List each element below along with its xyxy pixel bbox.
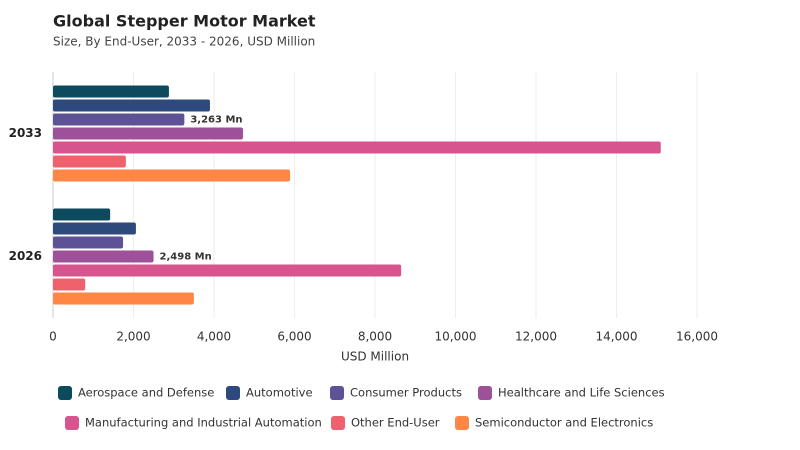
bar xyxy=(53,264,402,277)
bar xyxy=(53,222,136,235)
y-tick-label: 2026 xyxy=(9,249,42,263)
legend-label: Semiconductor and Electronics xyxy=(475,416,653,430)
chart-title: Global Stepper Motor Market xyxy=(53,12,316,31)
x-tick-label: 2,000 xyxy=(116,330,150,344)
legend-label: Healthcare and Life Sciences xyxy=(498,386,665,400)
bar xyxy=(53,292,194,305)
chart-subtitle: Size, By End-User, 2033 - 2026, USD Mill… xyxy=(53,35,315,49)
legend-label: Consumer Products xyxy=(350,386,462,400)
bar xyxy=(53,127,243,140)
bar xyxy=(53,85,169,98)
x-tick-label: 16,000 xyxy=(676,330,718,344)
x-tick-label: 12,000 xyxy=(515,330,557,344)
bar xyxy=(53,141,661,154)
legend-swatch xyxy=(330,386,344,400)
x-tick-label: 14,000 xyxy=(596,330,638,344)
bar xyxy=(53,208,111,221)
legend-label: Aerospace and Defense xyxy=(78,386,214,400)
x-tick-label: 8,000 xyxy=(358,330,392,344)
legend-swatch xyxy=(478,386,492,400)
x-tick-label: 4,000 xyxy=(197,330,231,344)
legend-label: Automotive xyxy=(246,386,313,400)
legend-label: Other End-User xyxy=(351,416,440,430)
legend-label: Manufacturing and Industrial Automation xyxy=(85,416,322,430)
bar xyxy=(53,99,210,112)
legend-swatch xyxy=(331,416,345,430)
y-tick-label: 2033 xyxy=(9,126,42,140)
legend-swatch xyxy=(65,416,79,430)
x-axis-title: USD Million xyxy=(341,350,409,364)
legend-swatch xyxy=(58,386,72,400)
data-label: 2,498 Mn xyxy=(160,252,212,263)
x-tick-label: 6,000 xyxy=(277,330,311,344)
bar xyxy=(53,113,185,126)
x-tick-label: 0 xyxy=(49,330,57,344)
bar xyxy=(53,278,86,291)
legend-swatch xyxy=(455,416,469,430)
bar xyxy=(53,155,126,168)
bar xyxy=(53,250,154,263)
legend-swatch xyxy=(226,386,240,400)
x-tick-label: 10,000 xyxy=(435,330,477,344)
bar xyxy=(53,169,291,182)
data-label: 3,263 Mn xyxy=(190,115,242,126)
bar xyxy=(53,236,124,249)
